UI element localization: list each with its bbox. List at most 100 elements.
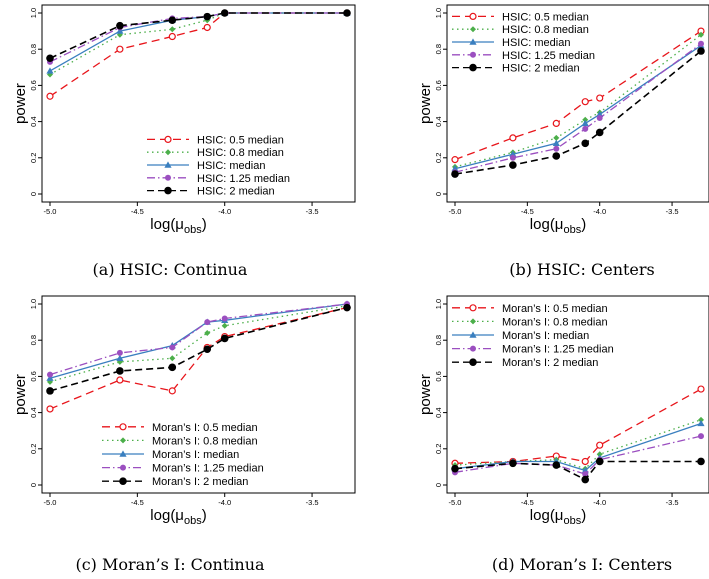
x-tick-label: -3.5 [666,498,679,507]
data-point [509,150,517,157]
legend-label: HSIC: 1.25 median [502,50,595,62]
data-point [47,371,53,378]
data-point [169,355,176,362]
data-point [220,9,229,17]
x-tick-label: -4.5 [131,498,144,507]
series-line-median [454,45,702,170]
legend-marker [469,304,477,312]
plot-frame [41,4,356,203]
x-tick-label: -4.0 [218,207,231,216]
data-point [343,9,351,17]
data-point [509,161,517,169]
data-point [581,475,590,484]
y-tick-label: 0 [29,483,38,487]
plot-frame [446,295,709,494]
data-point [595,457,604,466]
y-tick-label: 0.2 [434,153,443,163]
y-tick-label: 0 [434,483,443,487]
data-point [168,387,176,395]
x-tick-label: -4.5 [521,207,534,216]
series-line-median [49,12,347,72]
legend-label: Moran’s I: median [502,330,589,342]
y-tick-label: 1.0 [29,299,38,309]
legend-label: Moran’s I: 0.8 median [152,435,258,447]
legend-marker [164,135,172,143]
data-point [697,419,705,427]
series-line-0.5 [49,306,348,410]
legend-label: Moran’s I: 2 median [502,357,598,369]
data-point [220,334,229,343]
y-tick-label: 0 [29,192,38,196]
series-line-1.25 [49,303,348,376]
y-tick-label: 1.0 [434,299,443,309]
data-point [46,405,54,413]
legend-label: Moran’s I: 0.5 median [152,422,258,434]
legend-label: Moran’s I: median [152,449,239,461]
data-point [168,363,177,372]
data-point [116,21,124,30]
series-line-0.8 [49,305,348,383]
legend-marker [165,149,171,156]
data-point [596,94,604,102]
plot-frame [446,4,709,203]
panel-caption: (b) HSIC: Centers [509,260,655,279]
legend-label: Moran’s I: 2 median [152,476,248,488]
legend-label: HSIC: 2 median [502,63,580,75]
data-point [596,114,603,121]
y-tick-label: 0.8 [434,335,443,345]
chart-panel-2: 0 0.2 0.4 0.6 0.8 1.0 -5.0 -4.5 -4.0 -3.5 power log… [417,4,709,279]
data-point [221,315,228,322]
legend-marker [470,318,476,325]
x-tick-label: -5.0 [449,498,462,507]
y-tick-label: 1.0 [434,8,443,18]
legend-marker [119,423,127,431]
legend-label: Moran’s I: 0.8 median [502,316,608,328]
x-tick-label: -4.5 [131,207,144,216]
series-line-0.5 [454,388,702,464]
series-line-1.25 [454,43,702,173]
y-tick-label: 0.4 [434,407,443,417]
x-tick-label: -3.5 [306,207,319,216]
series-line-median [454,422,702,472]
panel-caption: (a) HSIC: Continua [93,260,248,279]
plot-frame [41,295,356,494]
data-point [46,374,54,381]
data-point [116,376,124,384]
legend-marker [164,161,172,168]
y-tick-label: 0.8 [434,44,443,54]
data-point [697,385,705,393]
legend-label: Moran’s I: 1.25 median [502,344,614,356]
data-point [116,27,124,34]
data-point [116,45,124,53]
chart-panel-1: 0 0.2 0.4 0.6 0.8 1.0 -5.0 -4.5 -4.0 -3.5 power log… [12,4,356,279]
data-point [46,92,54,100]
y-tick-label: 0.6 [29,371,38,381]
data-point [169,26,176,33]
legend-marker [120,437,126,444]
legend-label: HSIC: median [502,37,570,49]
data-point [552,119,560,128]
x-tick-label: -3.5 [306,498,319,507]
data-point [581,119,589,127]
legend-label: HSIC: 2 median [197,186,275,198]
legend-marker [470,345,476,352]
x-tick-label: -5.0 [44,498,57,507]
x-axis-label: log(μobs) [150,216,206,236]
legend-label: HSIC: 0.8 median [502,24,589,36]
data-point [698,416,704,423]
legend-marker [165,174,171,181]
data-point [582,116,589,123]
x-axis-label: log(μobs) [530,216,586,236]
legend-marker [469,12,477,20]
data-point [116,354,124,361]
legend-label: Moran’s I: 1.25 median [152,463,264,475]
data-point [46,387,54,395]
y-axis-label: power [12,83,29,124]
data-point [451,156,459,164]
y-tick-label: 0.4 [29,116,38,126]
data-point [116,367,124,375]
data-point [343,303,351,312]
